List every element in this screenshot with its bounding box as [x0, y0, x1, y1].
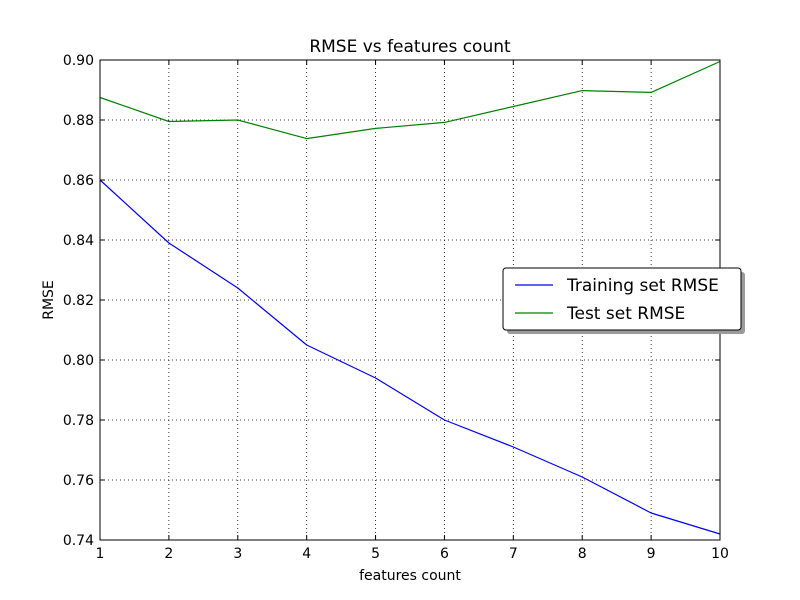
- y-tick-label: 0.80: [63, 353, 94, 369]
- series-lines: [99, 60, 721, 535]
- grid: [100, 60, 720, 540]
- legend-label-test: Test set RMSE: [566, 304, 685, 324]
- x-tick-label: 6: [440, 546, 449, 562]
- x-tick-label: 3: [233, 546, 242, 562]
- x-tick-label: 9: [647, 546, 656, 562]
- legend-box: [502, 267, 742, 331]
- y-tick-label: 0.74: [63, 533, 94, 549]
- x-tick-label: 2: [164, 546, 173, 562]
- x-tick-label: 5: [371, 546, 380, 562]
- x-axis-label: features count: [359, 568, 461, 584]
- x-tick-label: 1: [96, 546, 105, 562]
- legend: Training set RMSE Test set RMSE: [502, 267, 745, 334]
- x-tick-label: 10: [711, 546, 729, 562]
- y-axis-label: RMSE: [41, 280, 57, 320]
- y-tick-label: 0.88: [63, 113, 94, 129]
- x-tick-label: 4: [302, 546, 311, 562]
- series-line-training-set-rmse: [99, 179, 721, 535]
- y-tick-label: 0.76: [63, 473, 94, 489]
- x-tick-label: 8: [578, 546, 587, 562]
- y-tick-label: 0.86: [63, 173, 94, 189]
- tick-labels: 1 2 3 4 5 6 7 8 9 10 0.74 0.76 0.78 0.80 0.82 0.84 0.86 0…: [63, 53, 729, 562]
- legend-label-training: Training set RMSE: [566, 276, 719, 296]
- x-tick-label: 7: [509, 546, 518, 562]
- y-tick-label: 0.78: [63, 413, 94, 429]
- y-tick-label: 0.82: [63, 293, 94, 309]
- chart-title: RMSE vs features count: [309, 37, 511, 57]
- y-tick-label: 0.84: [63, 233, 94, 249]
- series-line-test-set-rmse: [99, 60, 721, 140]
- y-tick-label: 0.90: [63, 53, 94, 69]
- axis-ticks: [99, 59, 721, 541]
